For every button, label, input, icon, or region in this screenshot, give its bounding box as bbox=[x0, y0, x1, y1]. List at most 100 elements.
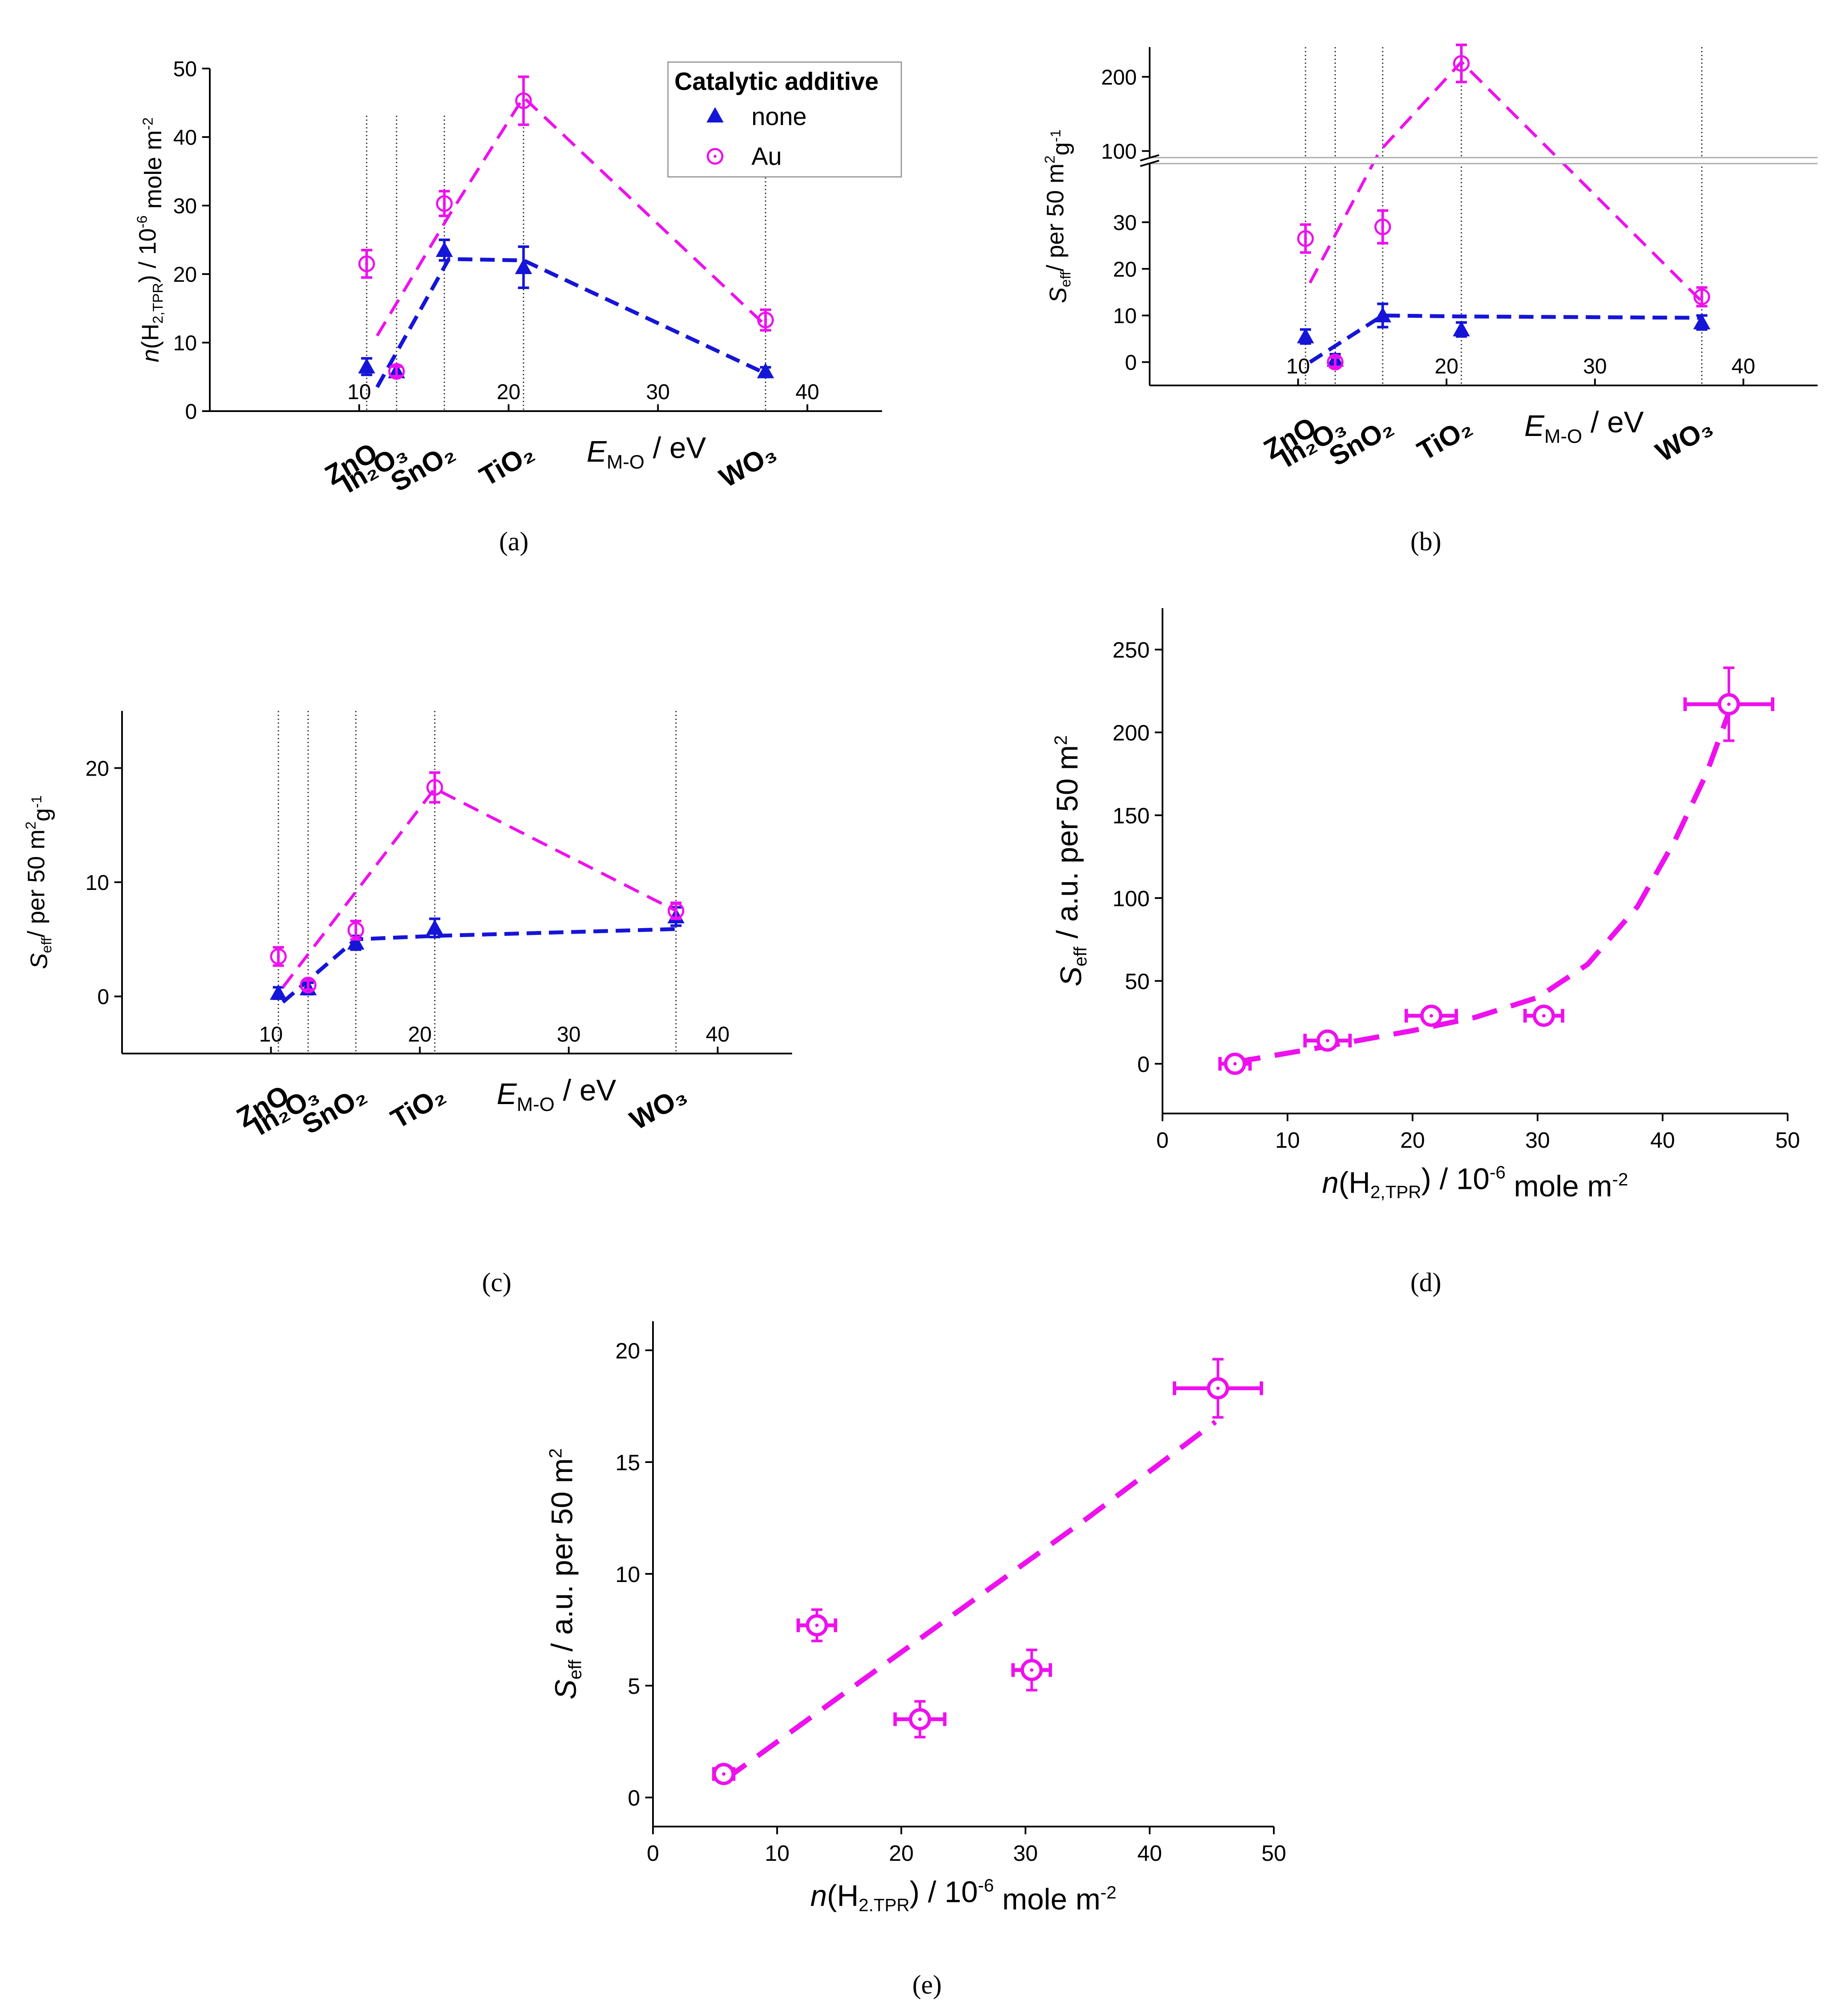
axis-break-gap bbox=[1147, 158, 1820, 164]
data-point-none bbox=[435, 242, 453, 257]
fit-line-au bbox=[281, 786, 677, 988]
x-tick-label: 20 bbox=[1435, 354, 1459, 378]
data-point-au bbox=[347, 922, 364, 939]
chart-panel-d: 0 50 100 150 200 250 0 10 20 30 40 50 n(H2,TPR) / 10… bbox=[1050, 608, 1800, 1297]
panel-caption: (c) bbox=[482, 1268, 512, 1297]
oxide-label: WO₃ bbox=[625, 1079, 692, 1136]
data-point-au bbox=[358, 255, 375, 272]
data-point-au-center bbox=[365, 262, 368, 266]
legend-label-au: Au bbox=[751, 143, 782, 170]
y-tick-label: 0 bbox=[1125, 351, 1137, 375]
data-point-au bbox=[515, 92, 532, 109]
data-point-none bbox=[1693, 314, 1711, 329]
data-point-au-center bbox=[918, 1717, 922, 1721]
x-tick-label: 40 bbox=[706, 1022, 730, 1046]
x-tick-label: 20 bbox=[1400, 1128, 1425, 1153]
y-tick-label: 50 bbox=[1125, 969, 1150, 994]
y-axis-label: Seff/ per 50 m2g-1 bbox=[22, 795, 55, 969]
x-tick-label: 10 bbox=[1275, 1128, 1300, 1153]
y-tick-label: 40 bbox=[173, 125, 197, 149]
y-tick-label: 250 bbox=[1112, 638, 1150, 663]
data-point-au-center bbox=[1727, 702, 1731, 706]
data-point-au-center bbox=[1700, 295, 1704, 299]
panel-caption: (e) bbox=[912, 1970, 942, 2000]
fit-line-au bbox=[376, 95, 767, 337]
data-point-au-center bbox=[722, 1772, 726, 1776]
data-point-au-center bbox=[443, 202, 446, 205]
y-tick-label: 10 bbox=[1113, 304, 1137, 328]
data-point-none bbox=[358, 358, 376, 373]
legend-label-none: none bbox=[751, 103, 807, 131]
data-point-au-center bbox=[395, 370, 398, 373]
data-point-au-center bbox=[1216, 1386, 1220, 1390]
data-point-none bbox=[1453, 321, 1470, 337]
y-tick-label: 5 bbox=[628, 1674, 640, 1699]
data-point-au bbox=[1326, 354, 1344, 371]
x-tick-label: 30 bbox=[1525, 1128, 1550, 1153]
data-point-au bbox=[1297, 230, 1314, 247]
data-point-au-center bbox=[1381, 225, 1384, 229]
data-point-au-center bbox=[1030, 1668, 1034, 1672]
y-axis-label: n(H2,TPR) / 10-6 mole m-2 bbox=[134, 117, 166, 362]
y-tick-label: 20 bbox=[85, 756, 109, 780]
y-tick-label: 150 bbox=[1112, 804, 1150, 829]
x-tick-label: 50 bbox=[1775, 1128, 1800, 1153]
y-tick-label: 0 bbox=[628, 1786, 640, 1811]
oxide-label: WO₃ bbox=[1651, 411, 1718, 468]
oxide-label: TiO₂ bbox=[385, 1079, 450, 1134]
y-tick-label: 10 bbox=[85, 871, 109, 895]
x-tick-label: 40 bbox=[1137, 1841, 1162, 1866]
y-tick-label: 30 bbox=[173, 194, 197, 218]
data-point-au bbox=[1693, 288, 1711, 305]
x-tick-label: 10 bbox=[765, 1841, 790, 1866]
data-point-au-center bbox=[764, 318, 767, 322]
legend-marker-none bbox=[706, 107, 724, 122]
oxide-label: TiO₂ bbox=[474, 437, 539, 492]
x-axis-label: n(H2.TPR) / 10-6 mole m-2 bbox=[810, 1875, 1116, 1916]
legend-title: Catalytic additive bbox=[674, 68, 879, 96]
y-tick-label: 200 bbox=[1112, 721, 1150, 746]
axis-break-mark bbox=[1140, 154, 1159, 161]
y-tick-label: 200 bbox=[1101, 65, 1137, 89]
data-point-none bbox=[1374, 307, 1392, 322]
data-point-au-center bbox=[1460, 62, 1463, 65]
data-point-none bbox=[757, 363, 774, 379]
x-tick-label: 40 bbox=[1732, 354, 1756, 378]
x-tick-label: 40 bbox=[1650, 1128, 1675, 1153]
y-tick-label: 0 bbox=[1137, 1052, 1150, 1077]
fit-line-none bbox=[281, 927, 676, 1004]
data-point-au-center bbox=[307, 983, 310, 987]
data-point-au-center bbox=[1542, 1014, 1546, 1018]
y-tick-label: 30 bbox=[1113, 211, 1137, 235]
data-point-au bbox=[270, 948, 287, 965]
y-tick-label: 0 bbox=[185, 400, 197, 424]
fit-line-au bbox=[723, 1420, 1217, 1782]
panel-caption: (d) bbox=[1410, 1268, 1441, 1297]
y-tick-label: 10 bbox=[615, 1562, 640, 1587]
x-tick-label: 0 bbox=[647, 1841, 659, 1866]
x-tick-label: 30 bbox=[557, 1022, 581, 1046]
data-point-none bbox=[515, 259, 532, 274]
data-point-au-center bbox=[1333, 361, 1337, 364]
panel-caption: (a) bbox=[499, 527, 529, 556]
legend-marker-au bbox=[706, 148, 724, 165]
x-axis-label: n(H2,TPR) / 10-6 mole m-2 bbox=[1322, 1162, 1628, 1203]
y-tick-label: 10 bbox=[173, 331, 197, 355]
y-tick-label: 15 bbox=[615, 1451, 640, 1475]
data-point-au-center bbox=[674, 909, 678, 913]
data-point-au-center bbox=[1429, 1014, 1433, 1018]
fit-line-none bbox=[1309, 313, 1702, 364]
y-tick-label: 100 bbox=[1101, 140, 1137, 164]
data-point-au bbox=[1374, 218, 1391, 236]
data-point-au-center bbox=[1233, 1062, 1237, 1066]
data-point-au-center bbox=[433, 786, 436, 789]
fit-line-au bbox=[1309, 60, 1703, 303]
x-tick-label: 10 bbox=[259, 1022, 283, 1046]
legend-marker-au-center bbox=[713, 155, 717, 158]
x-tick-label: 10 bbox=[1286, 354, 1310, 378]
x-axis-label: EM-O / eV bbox=[1524, 405, 1644, 447]
x-tick-label: 20 bbox=[497, 380, 521, 404]
